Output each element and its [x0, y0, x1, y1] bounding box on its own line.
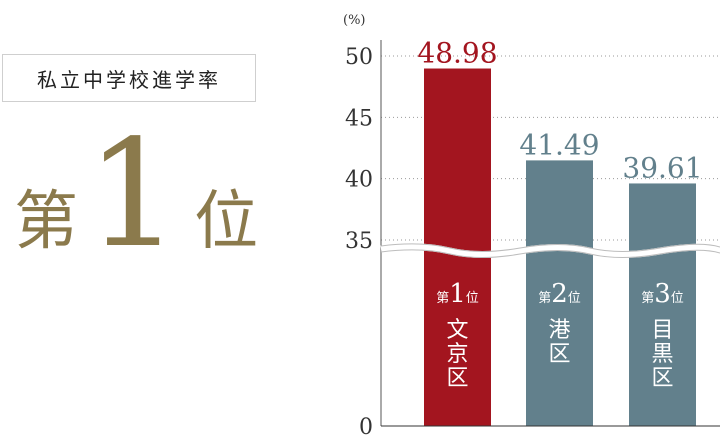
axis-break-gap	[380, 243, 720, 258]
bar-value-label: 41.49	[519, 128, 599, 161]
axis-break-line	[380, 243, 720, 252]
headline-rank-suffix: 位	[194, 185, 259, 259]
bar-category-char: 目	[651, 318, 673, 343]
bar-value-label: 39.61	[622, 151, 702, 184]
y-tick-label: 35	[345, 229, 373, 254]
bar	[526, 160, 593, 426]
axis-break-line	[380, 249, 720, 258]
bar-category-char: 京	[446, 342, 468, 367]
bar	[629, 183, 696, 426]
y-tick-label: 0	[359, 415, 373, 435]
bar-category-char: 港	[548, 318, 570, 343]
bar-category-char: 黒	[651, 342, 673, 367]
y-tick-label: 50	[345, 45, 373, 70]
bar-value-label: 48.98	[417, 37, 497, 70]
bar-rank-label: 第1位	[436, 279, 479, 309]
bar-rank-label: 第2位	[538, 279, 581, 309]
bar-category-char: 区	[651, 366, 673, 391]
headline-badge: 私立中学校進学率	[2, 54, 256, 102]
bar-category-char: 文	[446, 318, 468, 343]
headline-rank: 第 1 位	[14, 118, 258, 268]
bar-category-char: 区	[446, 366, 468, 391]
bar-rank-label: 第3位	[641, 279, 684, 309]
y-axis-unit: (%)	[343, 13, 366, 28]
headline-rank-prefix: 第	[14, 185, 78, 259]
y-tick-label: 40	[345, 168, 373, 193]
bar-category-char: 区	[548, 342, 570, 367]
y-tick-label: 45	[345, 106, 373, 131]
headline-rank-number: 1	[86, 108, 181, 280]
